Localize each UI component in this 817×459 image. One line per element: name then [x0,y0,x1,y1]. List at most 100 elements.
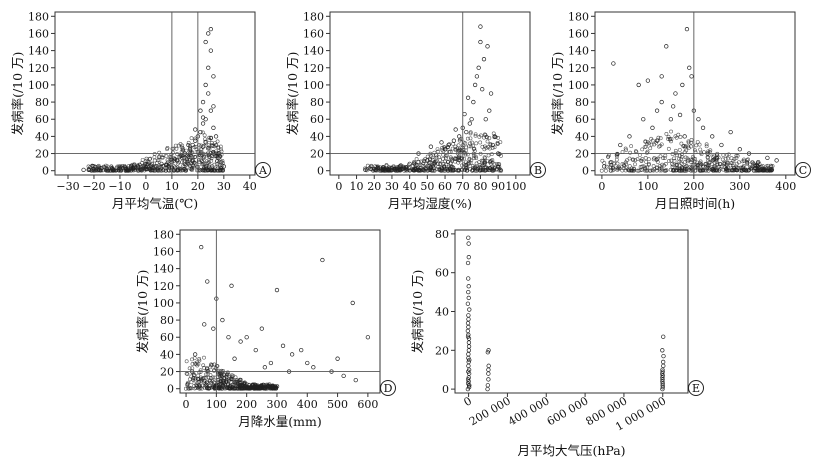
data-point [603,168,608,173]
data-point [211,375,215,380]
data-point [683,160,687,164]
data-point [110,168,115,172]
data-point [218,376,223,381]
data-point [678,160,683,165]
data-point [480,144,485,149]
data-point [450,158,455,163]
data-point [472,82,478,88]
x-tick-label: 70 [456,180,470,193]
data-point [198,383,202,388]
y-tick-label: 120 [303,62,324,75]
data-point [446,145,450,150]
data-point [610,165,615,170]
data-point [205,279,210,284]
data-point [213,366,218,370]
data-point [658,136,663,141]
data-point [206,91,211,96]
data-point [661,363,666,368]
data-point [420,167,425,172]
panel-label-c: C [795,162,811,178]
data-point [145,162,150,166]
data-point [672,156,676,161]
data-point [486,153,491,158]
data-point [202,322,207,327]
data-point [670,152,675,156]
data-point [443,154,448,159]
data-point [473,133,478,138]
data-point [646,140,650,144]
data-point [466,324,471,330]
data-point [658,154,663,159]
data-point [188,385,192,390]
x-tick-label: 100 [505,180,526,193]
panel-label-circle [688,380,704,396]
data-point [457,134,462,139]
data-point [380,165,386,170]
data-point [446,142,451,148]
data-point [714,155,719,160]
x-tick-label: 50 [420,180,434,193]
data-point [644,159,649,164]
data-point [196,160,201,164]
data-point [207,386,212,391]
data-point [187,366,192,371]
data-point [305,360,310,366]
panel-label-a: A [255,162,271,178]
data-point [600,158,605,163]
data-point [704,142,709,147]
data-point [189,374,194,379]
data-point [262,386,267,391]
data-point [193,161,198,166]
data-point [669,129,673,134]
data-point [365,335,371,340]
x-tick-label: 600 000 [545,394,591,428]
data-point [469,117,474,122]
data-point [97,165,102,170]
data-point [689,138,694,142]
data-point [187,377,192,382]
data-point [643,139,648,144]
data-point [190,142,195,148]
panel-label-circle [795,162,811,178]
panel-label-b: B [530,162,546,178]
data-point [676,132,681,137]
y-tick-label: 160 [153,245,174,258]
data-point [465,136,470,141]
data-point [200,162,204,167]
y-tick-label: 20 [160,366,174,379]
data-point [475,168,480,173]
data-point [209,158,214,163]
data-point [671,168,676,173]
data-point [428,168,432,172]
data-point [678,135,683,139]
data-point [698,147,703,152]
data-point [184,359,189,364]
data-point [173,165,178,170]
data-point [253,347,258,353]
data-point [466,340,472,345]
data-point [683,145,687,150]
data-point [289,352,295,357]
data-point [204,152,209,157]
y-tick-label: 100 [28,79,49,92]
data-point [220,159,225,163]
data-point [474,141,479,146]
data-point [728,163,733,168]
data-point [203,383,208,388]
data-point [480,87,485,92]
data-point [311,365,316,370]
data-point [180,145,184,150]
data-point [192,384,196,388]
data-point [737,168,742,173]
data-point [751,168,756,173]
data-point [466,295,471,301]
panel-label-letter: B [534,164,542,177]
y-tick-label: 60 [35,113,49,126]
data-point [221,369,225,373]
data-point [493,135,498,140]
data-point [182,167,187,171]
y-axis-label: 发病率(/10 万) [550,52,565,136]
data-point [421,161,426,166]
data-point [626,168,631,173]
data-point [209,156,214,161]
